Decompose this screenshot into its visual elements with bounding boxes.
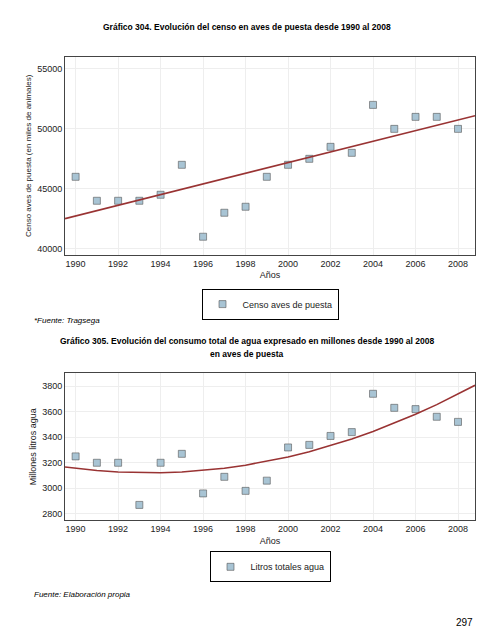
svg-text:3000: 3000 [42, 483, 62, 493]
svg-text:Censo aves de puesta (en miles: Censo aves de puesta (en miles de animal… [24, 74, 33, 237]
svg-text:1998: 1998 [236, 524, 256, 534]
svg-text:Años: Años [260, 536, 281, 546]
svg-text:2800: 2800 [42, 509, 62, 519]
svg-text:Fuente: Elaboración propia: Fuente: Elaboración propia [34, 590, 131, 599]
svg-text:2004: 2004 [363, 259, 383, 269]
svg-text:2002: 2002 [321, 259, 341, 269]
svg-text:2000: 2000 [278, 259, 298, 269]
svg-text:2000: 2000 [278, 524, 298, 534]
svg-text:3200: 3200 [42, 458, 62, 468]
svg-text:1996: 1996 [193, 524, 213, 534]
svg-text:3600: 3600 [42, 407, 62, 417]
svg-text:55000: 55000 [37, 64, 62, 74]
svg-text:en aves de puesta: en aves de puesta [210, 349, 284, 359]
svg-text:Gráfico 304. Evolución del cen: Gráfico 304. Evolución del censo en aves… [103, 22, 391, 32]
svg-text:2002: 2002 [321, 524, 341, 534]
svg-text:Gráfico 305. Evolución del con: Gráfico 305. Evolución del consumo total… [60, 336, 434, 346]
svg-text:1994: 1994 [151, 524, 171, 534]
svg-text:1990: 1990 [66, 259, 86, 269]
svg-text:1992: 1992 [108, 259, 128, 269]
svg-text:2006: 2006 [406, 524, 426, 534]
svg-text:3800: 3800 [42, 381, 62, 391]
svg-text:40000: 40000 [37, 244, 62, 254]
svg-text:3400: 3400 [42, 432, 62, 442]
svg-text:Años: Años [260, 270, 281, 280]
svg-text:*Fuente: Tragsega: *Fuente: Tragsega [34, 316, 100, 325]
svg-text:45000: 45000 [37, 184, 62, 194]
svg-text:1992: 1992 [108, 524, 128, 534]
svg-text:1994: 1994 [151, 259, 171, 269]
svg-text:2006: 2006 [406, 259, 426, 269]
svg-text:1990: 1990 [66, 524, 86, 534]
svg-text:Censo aves de puesta: Censo aves de puesta [243, 300, 333, 310]
svg-text:2008: 2008 [448, 524, 468, 534]
svg-text:50000: 50000 [37, 124, 62, 134]
svg-text:297: 297 [456, 617, 473, 628]
svg-text:2004: 2004 [363, 524, 383, 534]
svg-text:1996: 1996 [193, 259, 213, 269]
svg-text:Litros totales agua: Litros totales agua [251, 562, 325, 572]
svg-text:Millones litros agua: Millones litros agua [28, 408, 38, 485]
svg-text:2008: 2008 [448, 259, 468, 269]
svg-text:1998: 1998 [236, 259, 256, 269]
